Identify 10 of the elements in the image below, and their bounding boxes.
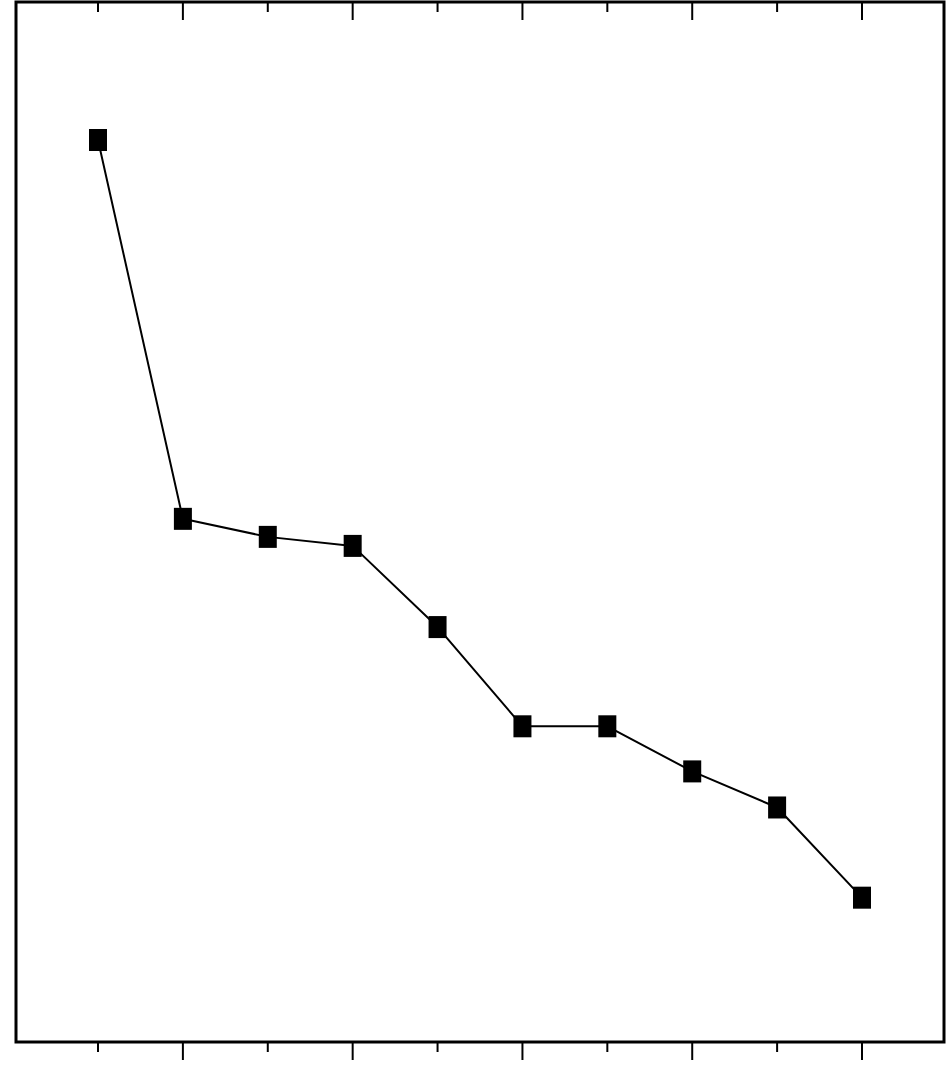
point — [258, 525, 277, 548]
point — [173, 507, 192, 530]
point — [428, 616, 447, 639]
point — [598, 715, 617, 738]
point — [683, 760, 702, 783]
point — [853, 886, 871, 909]
point — [89, 129, 107, 151]
point — [768, 796, 787, 819]
point — [513, 715, 532, 738]
point — [343, 534, 362, 557]
